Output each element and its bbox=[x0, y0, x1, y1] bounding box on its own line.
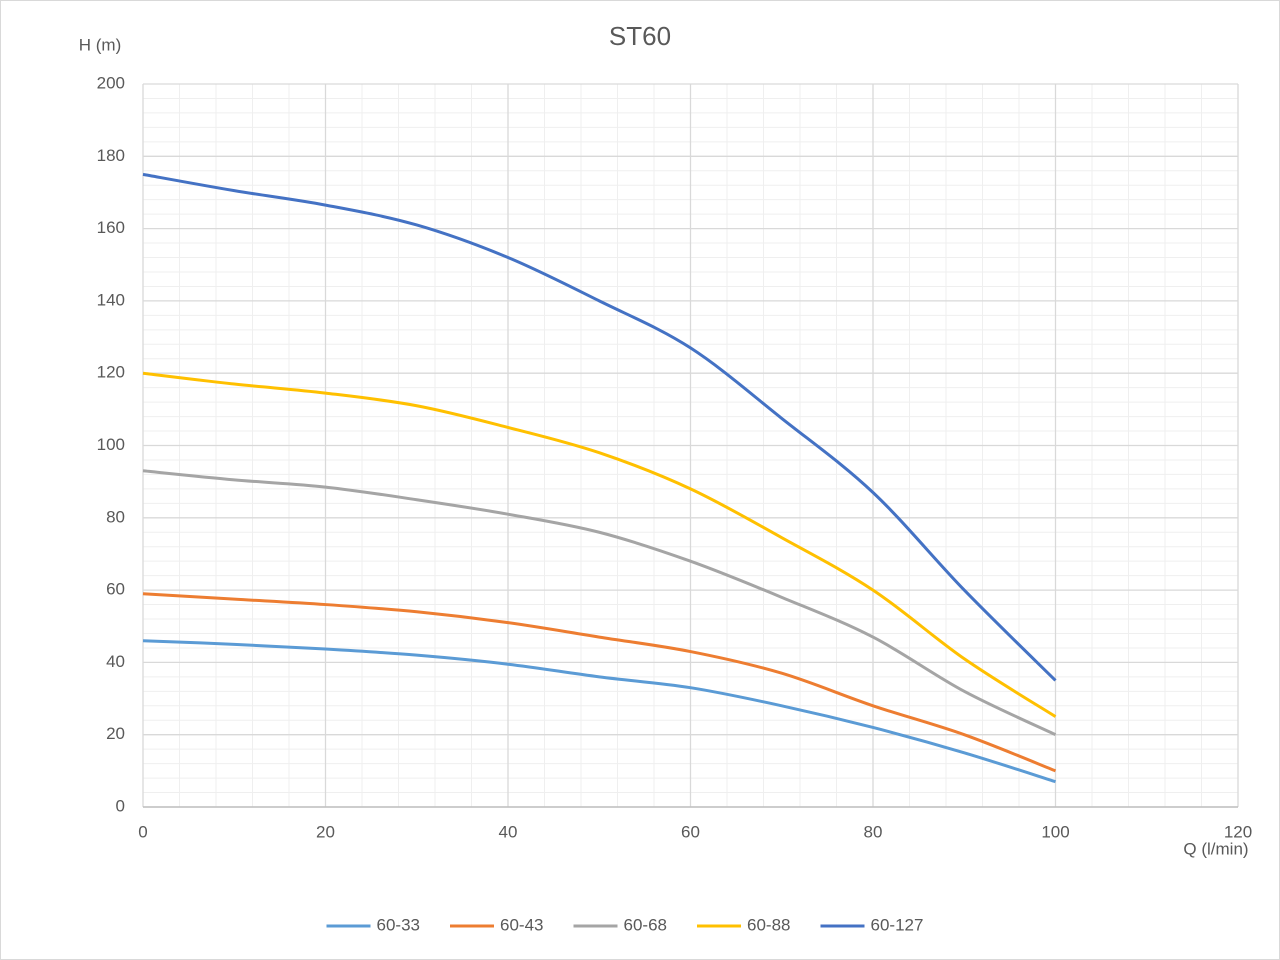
series-line bbox=[142, 371, 1057, 718]
x-tick-label: 40 bbox=[499, 822, 518, 841]
x-tick-label: 60 bbox=[681, 822, 700, 841]
y-tick-label: 120 bbox=[97, 363, 125, 382]
y-tick-label: 100 bbox=[97, 435, 125, 454]
series-line bbox=[142, 469, 1057, 737]
legend-label: 60-68 bbox=[624, 915, 667, 934]
y-tick-label: 0 bbox=[116, 796, 125, 815]
y-tick-label: 40 bbox=[106, 652, 125, 671]
x-tick-label: 80 bbox=[864, 822, 883, 841]
y-tick-label: 80 bbox=[106, 507, 125, 526]
y-tick-label: 20 bbox=[106, 724, 125, 743]
y-tick-label: 180 bbox=[97, 146, 125, 165]
legend-label: 60-33 bbox=[377, 915, 420, 934]
y-tick-label: 200 bbox=[97, 73, 125, 92]
x-tick-label: 20 bbox=[316, 822, 335, 841]
legend-label: 60-43 bbox=[500, 915, 543, 934]
legend-label: 60-127 bbox=[871, 915, 924, 934]
x-tick-label: 120 bbox=[1224, 822, 1252, 841]
x-tick-label: 100 bbox=[1041, 822, 1069, 841]
y-tick-label: 160 bbox=[97, 218, 125, 237]
series-line bbox=[142, 592, 1057, 773]
y-axis-title: H (m) bbox=[79, 35, 121, 54]
x-tick-label: 0 bbox=[138, 822, 147, 841]
series-line bbox=[142, 639, 1056, 784]
y-tick-label: 140 bbox=[97, 290, 125, 309]
legend-label: 60-88 bbox=[747, 915, 790, 934]
chart-title: ST60 bbox=[609, 21, 671, 51]
x-axis-title: Q (l/min) bbox=[1183, 839, 1248, 858]
series-line bbox=[142, 172, 1057, 682]
y-tick-label: 60 bbox=[106, 580, 125, 599]
